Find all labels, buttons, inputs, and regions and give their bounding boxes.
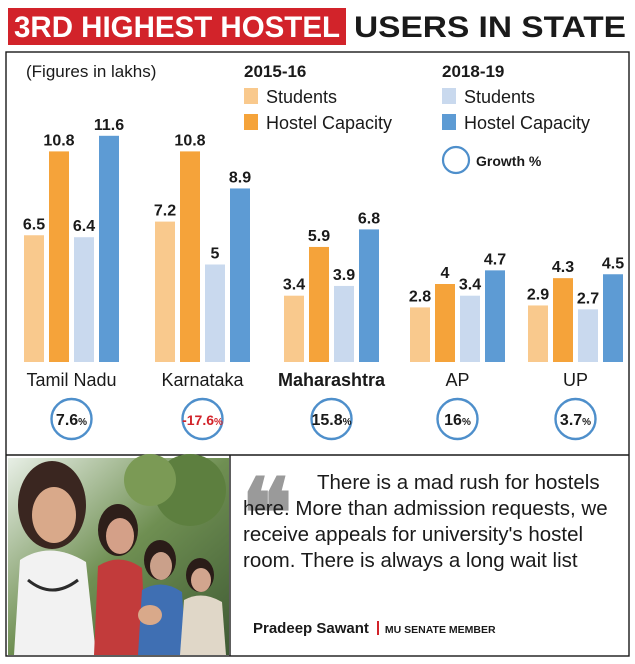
legend-group-title-2015: 2015-16: [244, 62, 306, 81]
quote-panel: ❝ There is a mad rush for hostels here. …: [233, 464, 629, 658]
bar-karnataka-s3: [230, 188, 250, 362]
bar-value-label: 2.9: [527, 286, 549, 303]
growth-circle: [310, 397, 353, 441]
quote-attribution: Pradeep Sawant MU SENATE MEMBER: [253, 620, 496, 638]
legend-swatch-capacity-2015: [244, 114, 258, 130]
bar-tamil-nadu-s0: [24, 235, 44, 362]
bar-up-s3: [603, 274, 623, 362]
headline-rest: USERS IN STATE: [354, 11, 626, 44]
growth-unit: %: [582, 417, 591, 428]
bar-value-label: 6.4: [73, 218, 95, 235]
bar-groups: 6.5 10.8 6.4 11.6 Tamil Nadu 7.6% 7.2 10.8 5 8.9 K…: [23, 117, 624, 441]
bar-karnataka-s1: [180, 151, 200, 362]
bar-value-label: 8.9: [229, 169, 251, 186]
legend-growth-circle: [441, 145, 471, 175]
bar-value-label: 3.4: [283, 277, 305, 294]
growth-value: -17.6%: [182, 412, 223, 428]
bar-value-label: 2.7: [577, 290, 599, 307]
quote-author-name: Pradeep Sawant: [253, 620, 369, 637]
category-label: Maharashtra: [278, 370, 386, 390]
students-photo: [8, 454, 229, 655]
bar-value-label: 4.7: [484, 251, 506, 268]
bar-karnataka-s0: [155, 221, 175, 362]
growth-unit: %: [343, 417, 352, 428]
bar-value-label: 3.4: [459, 277, 481, 294]
bar-tamil-nadu-s2: [74, 237, 94, 362]
headline-highlight: 3RD HIGHEST HOSTEL: [14, 11, 340, 44]
growth-unit: %: [214, 417, 223, 428]
bar-value-label: 4: [441, 265, 450, 282]
bar-value-label: 5: [211, 246, 220, 263]
bar-up-s1: [553, 278, 573, 362]
bar-value-label: 2.8: [409, 288, 431, 305]
bar-value-label: 3.9: [333, 267, 355, 284]
bar-tamil-nadu-s3: [99, 135, 119, 362]
quote-text: There is a mad rush for hostels here. Mo…: [243, 471, 608, 572]
bar-ap-s1: [435, 284, 455, 362]
growth-circle: [181, 397, 224, 441]
growth-value: 15.8%: [311, 412, 351, 429]
bar-ap-s0: [410, 307, 430, 362]
category-label: AP: [445, 370, 469, 390]
legend-label-students-2018: Students: [464, 87, 535, 107]
legend-label-capacity-2015: Hostel Capacity: [266, 113, 392, 133]
growth-circle: [554, 397, 597, 441]
bar-value-label: 10.8: [174, 132, 205, 149]
bar-ap-s2: [460, 295, 480, 362]
growth-circle: [50, 397, 93, 441]
category-label: Karnataka: [161, 370, 244, 390]
bar-value-label: 11.6: [94, 117, 124, 134]
figures-note: (Figures in lakhs): [26, 62, 156, 81]
category-label: UP: [563, 370, 588, 390]
legend-label-capacity-2018: Hostel Capacity: [464, 113, 590, 133]
bar-up-s0: [528, 305, 548, 362]
bar-maharashtra-s3: [359, 229, 379, 362]
bar-ap-s3: [485, 270, 505, 362]
bar-value-label: 4.3: [552, 259, 574, 276]
bar-value-label: 6.8: [358, 210, 380, 227]
bar-up-s2: [578, 309, 598, 362]
bar-maharashtra-s2: [334, 285, 354, 362]
legend-label-students-2015: Students: [266, 87, 337, 107]
legend-swatch-capacity-2018: [442, 114, 456, 130]
quote-author-role: MU SENATE MEMBER: [384, 624, 496, 636]
headline-highlight-bg: [8, 8, 346, 45]
legend-group-title-2018: 2018-19: [442, 62, 504, 81]
quote-mark-icon: ❝: [241, 457, 293, 570]
bar-tamil-nadu-s1: [49, 151, 69, 362]
bar-value-label: 4.5: [602, 255, 624, 272]
bar-value-label: 10.8: [43, 132, 74, 149]
growth-value: 3.7%: [560, 412, 591, 429]
legend-swatch-students-2015: [244, 88, 258, 104]
growth-value: 16%: [444, 412, 471, 429]
bar-value-label: 7.2: [154, 203, 176, 220]
bar-value-label: 6.5: [23, 216, 45, 233]
bar-maharashtra-s1: [309, 246, 329, 362]
attribution-separator: [376, 621, 379, 635]
bar-value-label: 5.9: [308, 228, 330, 245]
bar-maharashtra-s0: [284, 295, 304, 362]
growth-circle: [436, 397, 479, 441]
chart-frame: [5, 51, 630, 657]
legend-swatch-students-2018: [442, 88, 456, 104]
growth-value: 7.6%: [56, 412, 87, 429]
growth-unit: %: [462, 417, 471, 428]
category-label: Tamil Nadu: [26, 370, 116, 390]
legend-growth-label: Growth %: [476, 153, 542, 169]
bar-karnataka-s2: [205, 264, 225, 362]
growth-unit: %: [78, 417, 87, 428]
